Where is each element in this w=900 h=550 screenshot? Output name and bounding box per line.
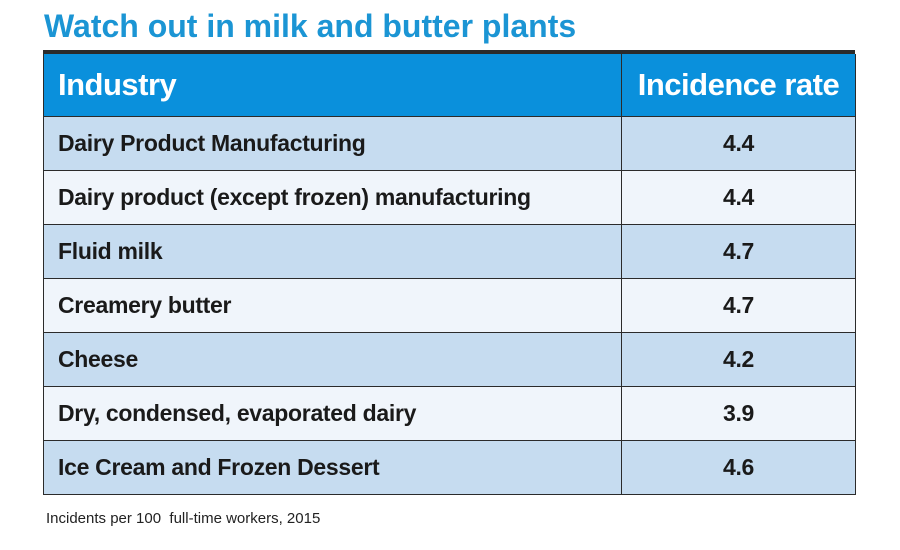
table-row: Fluid milk 4.7 [43, 224, 856, 279]
column-header-incidence-rate: Incidence rate [621, 54, 856, 117]
incidence-rate-cell: 4.4 [621, 116, 856, 171]
industry-cell: Fluid milk [43, 224, 622, 279]
incidence-rate-cell: 4.6 [621, 440, 856, 495]
table-row: Ice Cream and Frozen Dessert 4.6 [43, 440, 856, 495]
header-row: Industry Incidence rate [43, 54, 856, 117]
incidence-table: Industry Incidence rate Dairy Product Ma… [43, 54, 856, 495]
incidence-rate-cell: 4.7 [621, 224, 856, 279]
table-container: Industry Incidence rate Dairy Product Ma… [43, 50, 856, 495]
incidence-rate-cell: 4.2 [621, 332, 856, 387]
industry-cell: Dairy product (except frozen) manufactur… [43, 170, 622, 225]
incidence-rate-cell: 4.4 [621, 170, 856, 225]
industry-cell: Ice Cream and Frozen Dessert [43, 440, 622, 495]
footnote: Incidents per 100 full-time workers, 201… [46, 510, 321, 527]
table-body: Dairy Product Manufacturing 4.4 Dairy prod… [43, 116, 856, 495]
table-row: Dairy product (except frozen) manufactur… [43, 170, 856, 225]
table-row: Cheese 4.2 [43, 332, 856, 387]
table-row: Dry, condensed, evaporated dairy 3.9 [43, 386, 856, 441]
industry-cell: Dry, condensed, evaporated dairy [43, 386, 622, 441]
column-header-industry: Industry [43, 54, 622, 117]
incidence-rate-cell: 3.9 [621, 386, 856, 441]
table-header: Industry Incidence rate [43, 54, 856, 117]
industry-cell: Creamery butter [43, 278, 622, 333]
industry-cell: Dairy Product Manufacturing [43, 116, 622, 171]
chart-title: Watch out in milk and butter plants [44, 8, 577, 44]
incidence-rate-cell: 4.7 [621, 278, 856, 333]
table-row: Creamery butter 4.7 [43, 278, 856, 333]
table-row: Dairy Product Manufacturing 4.4 [43, 116, 856, 171]
industry-cell: Cheese [43, 332, 622, 387]
